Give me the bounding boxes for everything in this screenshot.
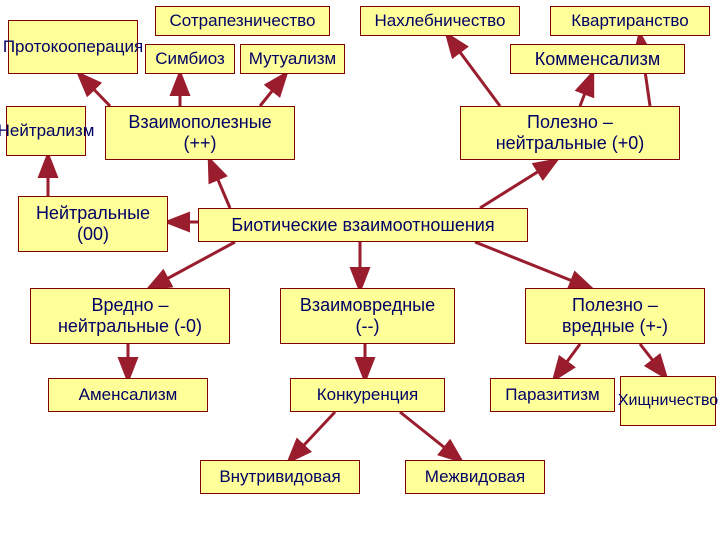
node-nahleb: Нахлебничество (360, 6, 520, 36)
node-konkur: Конкуренция (290, 378, 445, 412)
node-mutualizm: Мутуализм (240, 44, 345, 74)
node-polezno_n: Полезно –нейтральные (+0) (460, 106, 680, 160)
node-polezno_v: Полезно –вредные (+-) (525, 288, 705, 344)
node-hishnich: Хищничество (620, 376, 716, 426)
edge-vzaimopol-protokoop (80, 75, 110, 106)
node-neutralizm: Нейтрализм (6, 106, 86, 156)
node-kommensal: Комменсализм (510, 44, 685, 74)
edge-konkur-mezhvid (400, 412, 460, 460)
node-amensal: Аменсализм (48, 378, 208, 412)
node-protokoop: Протокооперация (8, 20, 138, 74)
node-biotic: Биотические взаимоотношения (198, 208, 528, 242)
node-simbioz: Симбиоз (145, 44, 235, 74)
edge-vzaimopol-mutualizm (260, 75, 285, 106)
edge-polezno_n-nahleb (448, 36, 500, 106)
node-kvartir: Квартиранство (550, 6, 710, 36)
edge-biotic-polezno_n (480, 161, 555, 208)
edge-polezno_v-parazit (555, 344, 580, 378)
edge-polezno_v-hishnich (640, 344, 665, 376)
edge-polezno_n-kommensal (580, 75, 592, 106)
edge-biotic-vzaimopol (210, 161, 230, 208)
node-sotrapez: Сотрапезничество (155, 6, 330, 36)
node-neutral00: Нейтральные(00) (18, 196, 168, 252)
node-vzaimovred: Взаимовредные(--) (280, 288, 455, 344)
node-parazit: Паразитизм (490, 378, 615, 412)
edges-layer (0, 0, 720, 540)
node-vzaimopol: Взаимополезные(++) (105, 106, 295, 160)
edge-konkur-vnutrivid (290, 412, 335, 460)
node-vnutrivid: Внутривидовая (200, 460, 360, 494)
node-vredno_n: Вредно –нейтральные (-0) (30, 288, 230, 344)
node-mezhvid: Межвидовая (405, 460, 545, 494)
edge-biotic-polezno_v (475, 242, 590, 288)
